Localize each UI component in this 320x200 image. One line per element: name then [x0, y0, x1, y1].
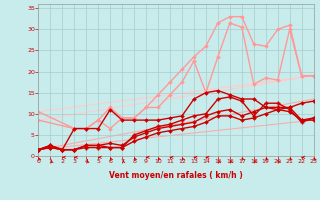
X-axis label: Vent moyen/en rafales ( km/h ): Vent moyen/en rafales ( km/h )	[109, 171, 243, 180]
